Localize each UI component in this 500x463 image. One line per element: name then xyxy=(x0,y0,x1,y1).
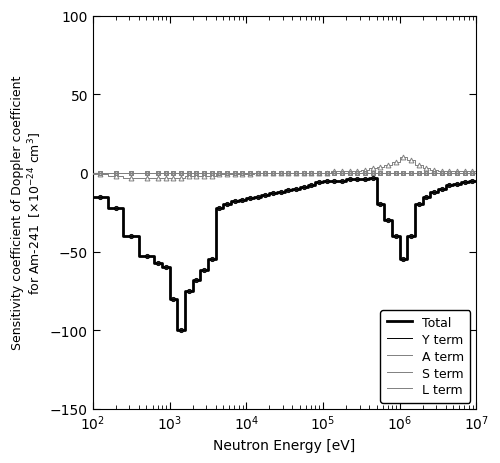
Total xyxy=(412,233,418,239)
S term xyxy=(404,171,410,176)
S term xyxy=(382,171,388,176)
A term xyxy=(474,169,480,175)
L term xyxy=(474,171,480,176)
S term xyxy=(90,171,96,176)
Total xyxy=(404,257,410,263)
Total xyxy=(420,194,426,200)
A term xyxy=(90,172,96,178)
L term xyxy=(396,171,402,176)
Y term xyxy=(174,328,180,333)
Y term xyxy=(474,179,480,184)
A term xyxy=(382,163,388,169)
Line: A term: A term xyxy=(93,158,476,178)
L term xyxy=(328,171,334,176)
Total xyxy=(474,179,480,184)
Y term xyxy=(366,175,372,181)
A term xyxy=(420,166,426,172)
Total xyxy=(366,175,372,181)
A term xyxy=(412,158,418,164)
L term xyxy=(404,171,410,176)
Total xyxy=(335,179,341,184)
Y term xyxy=(90,194,96,200)
L term xyxy=(382,171,388,176)
Y term xyxy=(404,233,410,239)
Y term xyxy=(412,233,418,239)
S term xyxy=(396,171,402,176)
Line: Y term: Y term xyxy=(93,178,476,331)
Total xyxy=(404,233,410,239)
A term xyxy=(396,155,402,161)
A term xyxy=(335,169,341,175)
Line: Total: Total xyxy=(93,178,476,331)
L term xyxy=(412,171,418,176)
S term xyxy=(412,171,418,176)
S term xyxy=(396,171,402,176)
Y-axis label: Sensitivity coefficient of Doppler coefficient
for Am-241  [$\times$10$^{-24}$ c: Sensitivity coefficient of Doppler coeff… xyxy=(11,76,44,350)
Y term xyxy=(420,194,426,200)
Total xyxy=(174,328,180,333)
S term xyxy=(328,171,334,176)
A term xyxy=(120,175,126,181)
S term xyxy=(474,171,480,176)
A term xyxy=(404,155,410,161)
Y term xyxy=(335,179,341,184)
Y term xyxy=(389,218,395,224)
Total xyxy=(90,194,96,200)
L term xyxy=(396,171,402,176)
X-axis label: Neutron Energy [eV]: Neutron Energy [eV] xyxy=(214,438,356,452)
Total xyxy=(389,218,395,224)
Y term xyxy=(404,257,410,263)
Legend: Total, Y term, A term, S term, L term: Total, Y term, A term, S term, L term xyxy=(380,311,470,403)
A term xyxy=(404,158,410,164)
L term xyxy=(90,171,96,176)
